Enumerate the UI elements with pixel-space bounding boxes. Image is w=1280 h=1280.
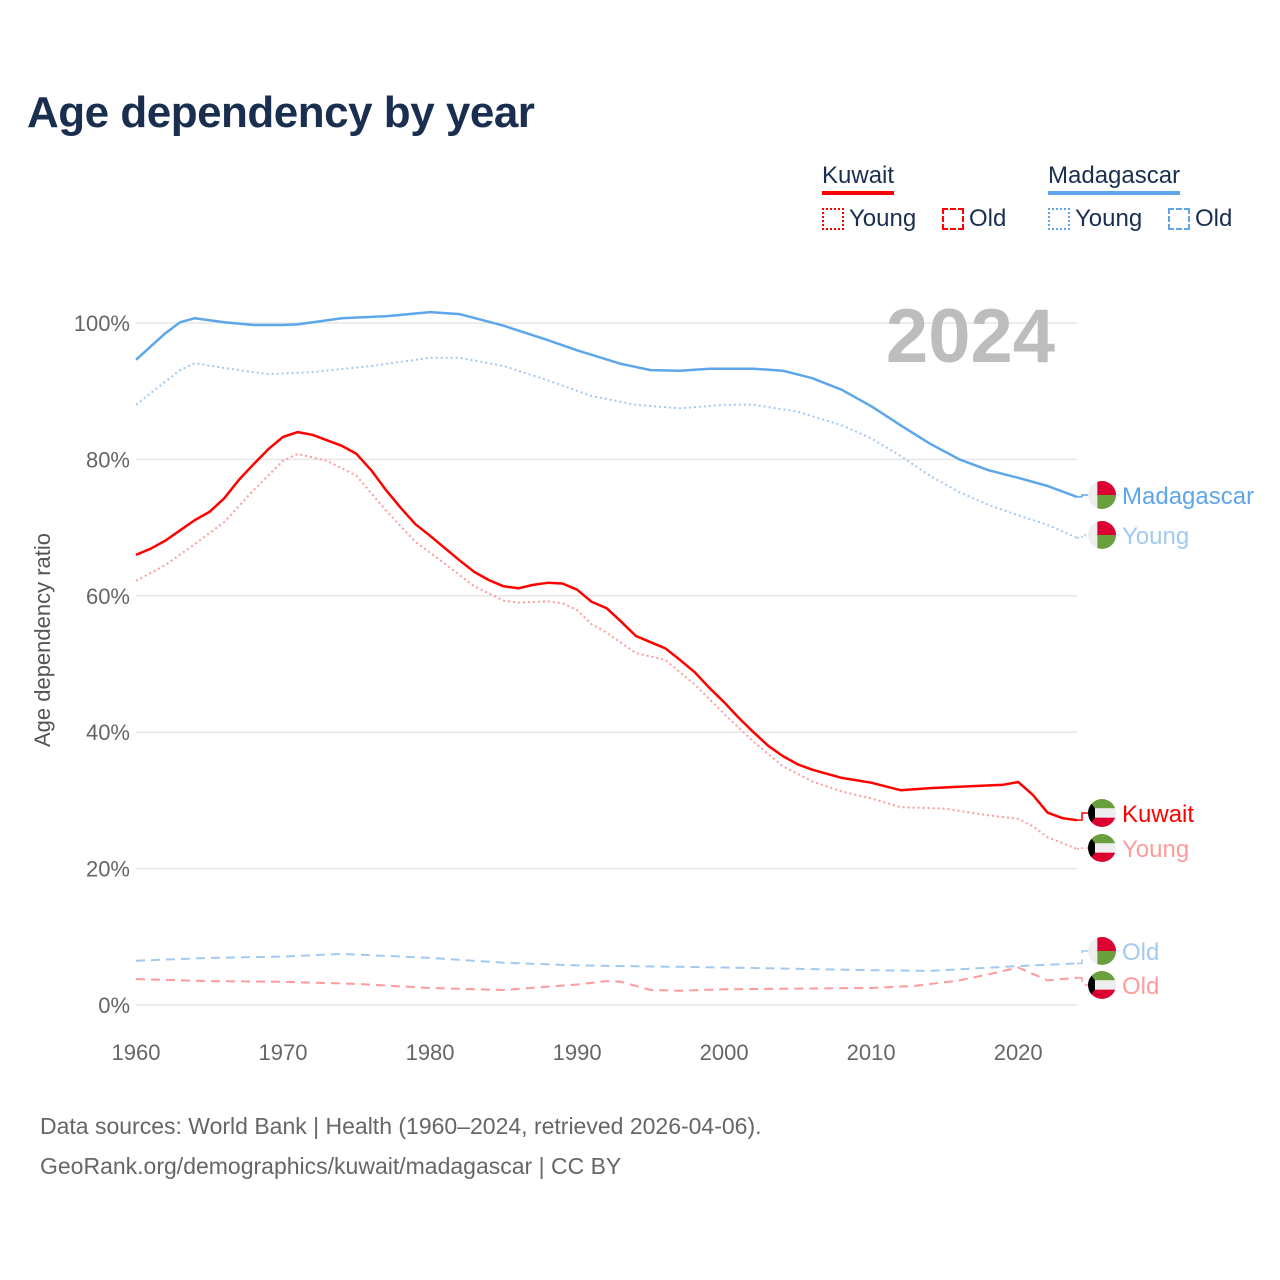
legend-label: Young (849, 205, 917, 232)
series-line-madagascar (135, 310, 1078, 499)
y-tick-label: 0% (98, 993, 130, 1018)
flag-red (1088, 817, 1116, 827)
label-connector (1077, 494, 1088, 498)
x-tick-label: 1960 (112, 1040, 161, 1065)
flag-green (1088, 834, 1116, 844)
kuwait-flag-icon (1088, 799, 1116, 827)
end-label: Young (1122, 523, 1189, 550)
kuwait-flag-icon (1088, 834, 1116, 862)
flag-white (1088, 843, 1116, 853)
series-line-kuwait-young (135, 452, 1078, 850)
label-connector (1077, 534, 1088, 539)
flag-red (1088, 989, 1116, 999)
label-connector (1077, 950, 1088, 965)
legend-label: Old (969, 205, 1007, 232)
footer: Data sources: World Bank | Health (1960–… (40, 1106, 762, 1186)
madagascar-flag-icon (1088, 937, 1116, 965)
dashed-swatch-icon (942, 208, 964, 230)
x-tick-label: 2020 (994, 1040, 1043, 1065)
footer-link[interactable]: GeoRank.org/demographics/kuwait/madagasc… (40, 1153, 622, 1179)
label-connector (1077, 847, 1088, 850)
label-connector (1077, 976, 1088, 986)
series-line-kuwait (135, 430, 1078, 822)
x-tick-label: 2000 (700, 1040, 749, 1065)
flag-red (1088, 852, 1116, 862)
legend-madagascar-young: Young (1048, 205, 1142, 233)
legend-label: Young (1075, 205, 1143, 232)
y-tick-label: 20% (86, 857, 130, 882)
legend-madagascar: Madagascar (1048, 162, 1181, 195)
y-tick-label: 100% (74, 311, 130, 336)
end-label: Young (1122, 836, 1189, 863)
line-chart: 0% 20% 40% 60% 80% 100% 1960 1970 1980 1990 2000 20… (30, 294, 1254, 1065)
series-line-madagascar-old (135, 952, 1078, 972)
flag-white (1088, 808, 1116, 818)
y-axis-label: Age dependency ratio (30, 533, 55, 747)
end-label: Old (1122, 939, 1159, 966)
madagascar-flag-icon (1088, 521, 1116, 549)
legend-madagascar-old: Old (1168, 205, 1232, 233)
dashed-swatch-icon (1168, 208, 1190, 230)
end-label: Old (1122, 973, 1159, 1000)
end-label: Madagascar (1122, 483, 1254, 510)
x-tick-label: 1970 (259, 1040, 308, 1065)
legend-label: Old (1195, 205, 1233, 232)
label-connector (1077, 812, 1088, 821)
kuwait-flag-icon (1088, 971, 1116, 999)
flag-white (1088, 980, 1116, 990)
legend-kuwait-young: Young (822, 205, 916, 233)
legend-kuwait-old: Old (942, 205, 1006, 233)
flag-green (1088, 799, 1116, 809)
legend-kuwait: Kuwait (822, 162, 895, 195)
series-line-kuwait-old (135, 966, 1078, 992)
y-tick-label: 60% (86, 584, 130, 609)
chart-title: Age dependency by year (27, 88, 535, 137)
series-line-madagascar-young (135, 356, 1078, 539)
y-tick-label: 40% (86, 720, 130, 745)
madagascar-flag-icon (1088, 481, 1116, 509)
x-tick-label: 1980 (406, 1040, 455, 1065)
flag-green (1088, 971, 1116, 981)
x-tick-label: 1990 (553, 1040, 602, 1065)
year-annotation: 2024 (886, 294, 1055, 379)
footer-source: Data sources: World Bank | Health (1960–… (40, 1113, 762, 1139)
dotted-swatch-icon (822, 208, 844, 230)
dotted-swatch-icon (1048, 208, 1070, 230)
x-tick-label: 2010 (847, 1040, 896, 1065)
y-tick-label: 80% (86, 447, 130, 472)
end-label: Kuwait (1122, 801, 1194, 828)
